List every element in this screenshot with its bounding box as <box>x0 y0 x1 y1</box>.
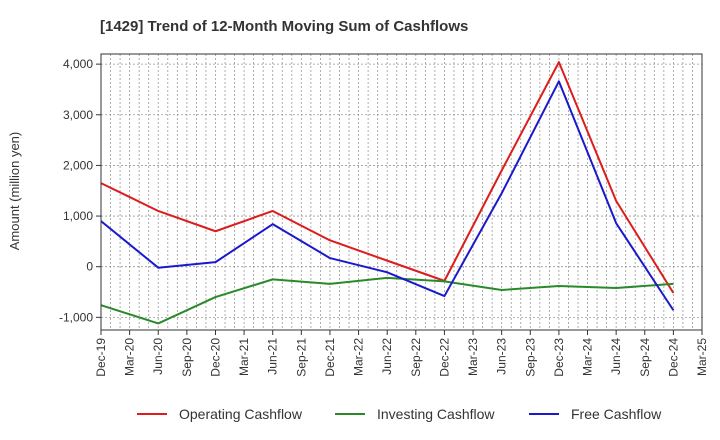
y-tick-label: 3,000 <box>63 108 93 122</box>
x-tick-label: Mar-24 <box>581 338 595 376</box>
plot-frame <box>100 53 703 331</box>
x-tick-label: Dec-22 <box>437 338 451 377</box>
x-tick-label: Mar-25 <box>695 338 709 376</box>
x-tick-label: Dec-21 <box>323 338 337 377</box>
x-tick-label: Jun-24 <box>609 338 623 375</box>
series-line <box>100 276 674 325</box>
x-tick-label: Sep-24 <box>638 338 652 377</box>
series-line <box>100 61 675 294</box>
y-axis-label: Amount (million yen) <box>7 132 22 251</box>
x-tick-label: Dec-23 <box>552 338 566 377</box>
y-tick-label: 1,000 <box>63 209 93 223</box>
x-tick-label: Mar-22 <box>352 338 366 376</box>
series-line <box>100 80 675 311</box>
x-tick-label: Sep-20 <box>180 338 194 377</box>
series-layer <box>100 61 675 325</box>
x-tick-label: Sep-21 <box>294 338 308 377</box>
x-tick-label: Jun-22 <box>380 338 394 375</box>
x-tick-label: Sep-23 <box>523 338 537 377</box>
x-tick-label: Mar-21 <box>237 338 251 376</box>
legend-label: Operating Cashflow <box>179 406 303 422</box>
x-tick-label: Dec-24 <box>666 338 680 377</box>
x-tick-label: Mar-20 <box>123 338 137 376</box>
x-tick-label: Dec-19 <box>94 338 108 377</box>
y-tick-label: 4,000 <box>63 57 93 71</box>
x-ticks: Dec-19 Mar-20 Jun-20 Sep-20 Dec-20 Mar-21 Jun-… <box>94 330 709 377</box>
x-tick-label: Sep-22 <box>409 338 423 377</box>
x-tick-label: Jun-20 <box>151 338 165 375</box>
legend-label: Free Cashflow <box>571 406 662 422</box>
y-tick-label: 0 <box>86 260 93 274</box>
x-tick-label: Jun-23 <box>495 338 509 375</box>
legend-label: Investing Cashflow <box>377 406 495 422</box>
x-tick-label: Jun-21 <box>266 338 280 375</box>
legend: Operating Cashflow Investing Cashflow Free… <box>137 406 662 422</box>
y-ticks: -1,000 0 1,000 2,000 3,000 4,000 <box>59 57 101 324</box>
x-tick-label: Dec-20 <box>208 338 222 377</box>
y-tick-label: 2,000 <box>63 158 93 172</box>
chart-title: [1429] Trend of 12-Month Moving Sum of C… <box>100 18 468 35</box>
x-tick-label: Mar-23 <box>466 338 480 376</box>
y-tick-label: -1,000 <box>59 310 93 324</box>
